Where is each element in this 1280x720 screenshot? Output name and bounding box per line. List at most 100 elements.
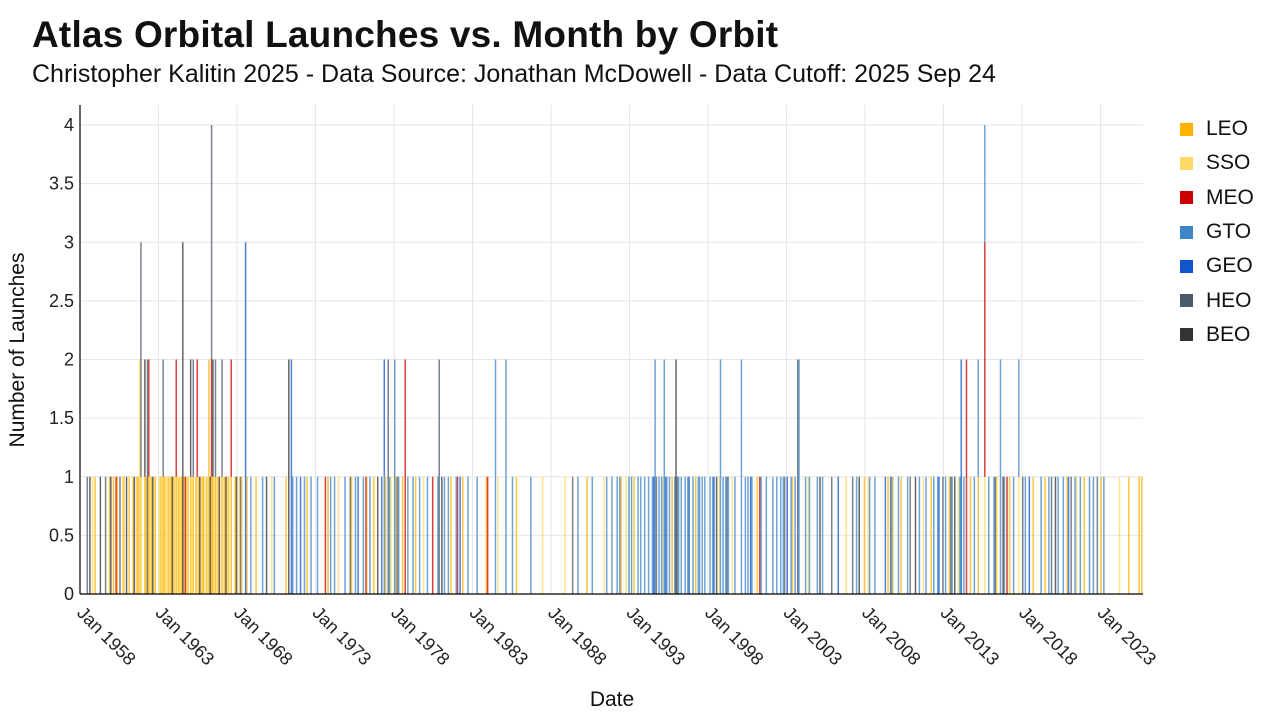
bar-sso <box>200 476 202 594</box>
bar-leo <box>234 476 236 594</box>
bar-gto <box>744 476 747 594</box>
bar-heo <box>162 359 164 477</box>
bar-leo <box>977 476 980 594</box>
legend-swatch <box>1180 294 1193 308</box>
bar-gto <box>740 359 743 594</box>
bar-leo <box>948 476 951 594</box>
bar-beo <box>819 476 821 594</box>
bar-meo <box>404 359 406 594</box>
bar-gto <box>1048 476 1050 594</box>
bar-sso <box>867 476 870 594</box>
bar-leo <box>112 476 115 594</box>
legend-item-meo[interactable]: MEO <box>1180 181 1254 215</box>
bar-gto <box>987 476 990 594</box>
bar-gto <box>654 359 656 594</box>
bar-sso <box>191 476 193 594</box>
bar-leo <box>930 476 932 594</box>
bar-sso <box>165 476 167 594</box>
legend-item-gto[interactable]: GTO <box>1180 215 1254 249</box>
bar-leo <box>246 476 248 594</box>
bar-gto <box>647 476 650 594</box>
bar-geo <box>749 476 752 594</box>
bar-sso <box>625 476 628 594</box>
bar-leo <box>154 476 157 594</box>
bar-leo <box>373 476 375 594</box>
bar-gto <box>993 476 995 594</box>
bar-gto <box>727 476 730 594</box>
bar-heo <box>86 476 89 594</box>
bar-gto <box>1074 476 1076 594</box>
bar-heo <box>1070 476 1072 594</box>
bar-gto <box>719 359 722 594</box>
bar-gto <box>897 476 900 594</box>
legend-item-leo[interactable]: LEO <box>1180 112 1254 146</box>
bar-gto <box>804 476 807 594</box>
bar-heo <box>1050 476 1053 594</box>
bar-sso <box>216 476 218 594</box>
legend-swatch <box>1180 259 1193 273</box>
y-tick-label: 3.5 <box>49 174 74 194</box>
bar-beo <box>953 476 956 594</box>
legend-item-beo[interactable]: BEO <box>1180 318 1254 352</box>
bar-gto <box>687 476 689 594</box>
bar-gto <box>725 476 727 594</box>
y-tick-label: 2 <box>64 350 74 370</box>
bar-heo <box>942 476 944 594</box>
bar-gto <box>476 476 478 594</box>
bar-geo <box>1067 476 1070 594</box>
bar-sso <box>922 476 925 594</box>
bar-meo <box>759 476 761 594</box>
bar-heo <box>192 359 195 477</box>
bar-gto <box>394 359 396 594</box>
bar-heo <box>783 476 786 594</box>
bar-heo <box>676 476 679 594</box>
legend-swatch <box>1180 328 1193 342</box>
bar-gto <box>963 476 965 594</box>
bar-gto <box>505 359 507 594</box>
bar-leo <box>694 476 697 594</box>
bar-leo <box>620 476 622 594</box>
legend-item-sso[interactable]: SSO <box>1180 146 1254 180</box>
x-tick-label: Jan 2008 <box>858 603 925 670</box>
bar-geo <box>884 476 887 594</box>
bar-gto <box>310 476 312 594</box>
bar-leo <box>285 476 287 594</box>
bar-gto <box>918 476 921 594</box>
bar-meo <box>365 476 367 594</box>
bar-leo <box>327 476 329 594</box>
bar-beo <box>225 476 227 594</box>
bar-gto <box>616 476 618 594</box>
bars <box>86 125 1143 594</box>
bar-gto <box>701 476 703 594</box>
bar-leo <box>450 476 452 594</box>
bar-beo <box>858 476 860 594</box>
bar-heo <box>994 476 997 594</box>
bar-leo <box>140 476 142 594</box>
bar-sso <box>984 476 986 594</box>
x-axis-label: Date <box>590 688 634 711</box>
bar-beo <box>171 476 174 594</box>
bar-gto <box>1024 476 1027 594</box>
bar-beo <box>110 476 112 594</box>
bar-geo <box>459 476 461 594</box>
x-tick-label: Jan 2018 <box>1015 603 1082 670</box>
bar-leo <box>633 476 635 594</box>
bar-sso <box>390 476 392 594</box>
legend-item-heo[interactable]: HEO <box>1180 283 1254 317</box>
bar-gto <box>619 476 621 594</box>
bar-leo <box>195 476 197 594</box>
bar-geo <box>664 476 667 594</box>
x-tick-label: Jan 2003 <box>780 603 847 670</box>
bar-heo <box>796 359 799 594</box>
bar-beo <box>151 476 154 594</box>
bar-gto <box>798 359 800 594</box>
x-tick-label: Jan 1988 <box>544 603 611 670</box>
bar-leo <box>995 476 998 594</box>
legend-item-geo[interactable]: GEO <box>1180 249 1254 283</box>
bar-gto <box>344 476 346 594</box>
bar-beo <box>441 476 443 594</box>
bar-gto <box>388 476 391 594</box>
bar-gto <box>418 476 421 594</box>
bar-leo <box>163 476 166 594</box>
bar-leo <box>350 476 353 594</box>
